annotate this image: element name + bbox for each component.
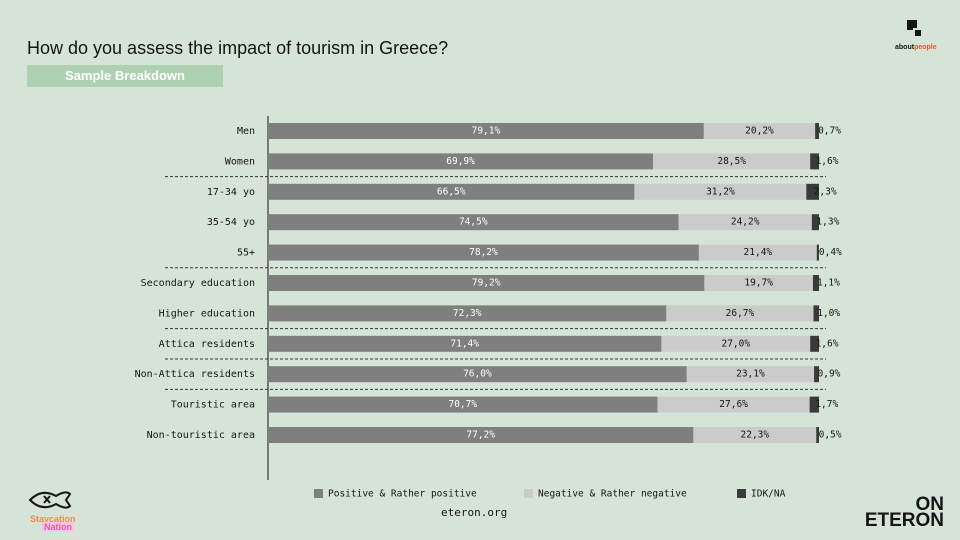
category-label: 17-34 yo [207,187,255,198]
fish-icon [28,491,72,509]
data-label: 27,6% [719,399,748,410]
legend-label: IDK/NA [751,489,786,500]
data-label: 77,2% [466,430,495,441]
legend-swatch [314,489,323,498]
bar-segment [704,275,813,291]
bar-segment [268,275,705,291]
legend-swatch [737,489,746,498]
data-label: 22,3% [741,430,770,441]
bar-segment [814,366,819,383]
aboutpeople-logo-text: aboutpeople [895,44,937,51]
bar-segment [703,123,816,139]
data-label: 74,5% [459,217,488,228]
category-label: Touristic area [171,400,255,411]
bar-segment [693,427,817,443]
category-label: 55+ [237,248,255,259]
data-label: 70,7% [448,399,477,410]
bar-segment [810,335,819,352]
staycation-text: Staycation [30,514,76,524]
bar-segment [634,183,807,200]
nation-text: Nation [42,522,74,532]
category-label: Secondary education [141,278,255,289]
bar-segment [268,335,662,352]
category-label: 35-54 yo [207,217,255,228]
bar-segment [268,427,694,443]
bar-segment [806,183,819,200]
bar-segment [657,396,810,413]
bar-segment [816,427,819,443]
data-label: 24,2% [731,217,760,228]
data-label: 27,0% [721,338,750,349]
bar-segment [661,335,811,352]
bar-segment [810,153,819,170]
data-label: 1,0% [817,308,840,319]
bar-segment [815,123,819,139]
bar-segment [268,183,635,200]
data-label: 79,2% [472,278,501,289]
category-label: Non-touristic area [147,430,255,441]
data-label: 2,3% [814,186,837,197]
bar-segment [678,214,812,231]
data-label: 0,5% [819,430,842,441]
bar-segment [653,153,811,170]
chart-subtitle: Sample Breakdown [27,65,223,87]
data-label: 26,7% [726,308,755,319]
on-eteron-logo-line2: ETERON [864,510,944,531]
bar-segment [686,366,815,383]
data-label: 1,6% [816,338,839,349]
data-label: 1,3% [816,217,839,228]
bar-segment [268,244,699,261]
bar-segment [268,153,654,170]
data-label: 1,6% [816,156,839,167]
category-label: Higher education [159,308,255,319]
bar-segment [268,123,704,139]
bar-segment [809,396,819,413]
data-label: 21,4% [744,247,773,258]
data-label: 0,7% [818,126,841,137]
data-label: 20,2% [745,126,774,137]
chart-title: How do you assess the impact of tourism … [27,38,449,58]
data-label: 28,5% [717,156,746,167]
data-label: 79,1% [472,126,501,137]
bar-segment [811,214,819,231]
data-label: 66,5% [437,186,466,197]
on-eteron-logo-line1: ON [915,494,945,515]
bar-segment [813,305,819,322]
data-label: 72,3% [453,308,482,319]
bar-segment [812,275,819,291]
data-label: 78,2% [469,247,498,258]
data-label: 0,4% [819,247,842,258]
aboutpeople-logo: aboutpeople [893,20,943,56]
logo-square-icon [913,28,923,38]
data-label: 69,9% [446,156,475,167]
data-label: 1,1% [817,278,840,289]
legend-swatch [524,489,533,498]
bar-segment [816,244,819,261]
category-label: Men [237,126,255,137]
legend-label: Negative & Rather negative [538,489,687,500]
category-label: Women [225,156,255,167]
data-label: 23,1% [736,369,765,380]
category-label: Attica residents [159,339,255,350]
bar-segment [268,214,679,231]
legend-label: Positive & Rather positive [328,489,477,500]
bar-segment [268,366,687,383]
data-label: 76,0% [463,369,492,380]
on-eteron-logo: ON ETERON [864,494,945,531]
staycation-nation-logo: Staycation Nation [24,488,84,532]
bar-segment [268,396,658,413]
data-label: 31,2% [706,186,735,197]
data-label: 19,7% [744,278,773,289]
logo-square-icon [907,20,917,30]
data-label: 0,9% [818,369,841,380]
category-label: Non-Attica residents [135,369,255,380]
data-label: 1,7% [815,399,838,410]
bar-segment [268,305,667,322]
bar-segment [666,305,814,322]
bar-segment [698,244,817,261]
data-label: 71,4% [450,338,479,349]
footer-website: eteron.org [441,506,508,519]
